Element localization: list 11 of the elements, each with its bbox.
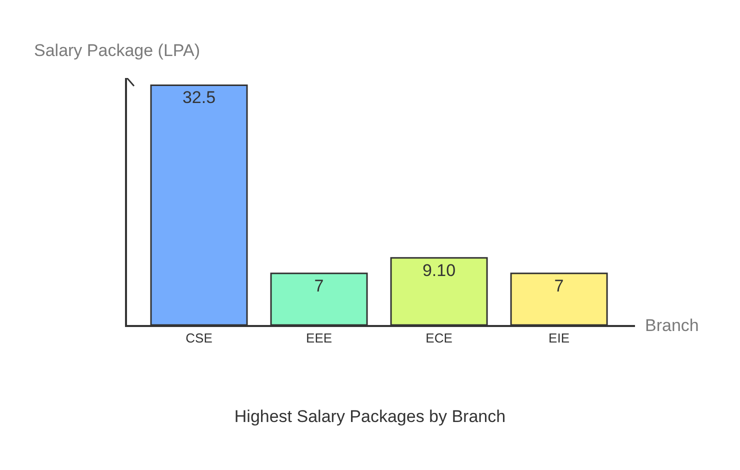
data-label: 9.10 (422, 260, 456, 280)
x-tick-label: EEE (306, 330, 332, 346)
data-label: 7 (554, 276, 564, 296)
x-tick-label: CSE (186, 330, 213, 346)
x-tick-label: EIE (548, 330, 570, 346)
data-label: 7 (314, 276, 324, 296)
y-axis-title: Salary Package (LPA) (34, 41, 200, 60)
x-axis-title: Branch (645, 316, 699, 335)
data-label: 32.5 (182, 88, 216, 108)
text: Highest Salary Packages by Branch (234, 406, 506, 426)
x-tick-label: ECE (426, 330, 453, 346)
